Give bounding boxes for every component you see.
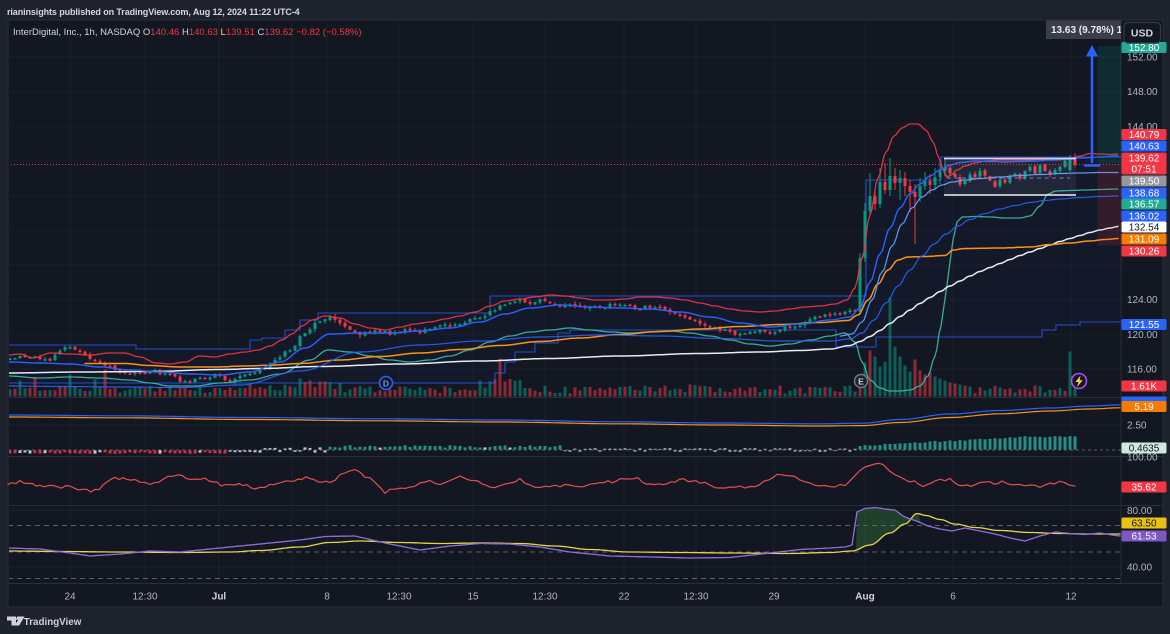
svg-text:148.00: 148.00 [1127, 87, 1158, 98]
svg-text:12:30: 12:30 [683, 592, 708, 603]
svg-text:130.26: 130.26 [1129, 247, 1160, 258]
svg-text:140.63: 140.63 [1129, 142, 1160, 153]
svg-text:12:30: 12:30 [532, 592, 557, 603]
svg-text:139.50: 139.50 [1129, 177, 1160, 188]
svg-text:131.09: 131.09 [1129, 235, 1160, 246]
svg-text:5.19: 5.19 [1134, 402, 1154, 413]
svg-text:07:51: 07:51 [1131, 165, 1156, 176]
svg-text:24: 24 [64, 592, 76, 603]
svg-text:22: 22 [618, 592, 630, 603]
svg-text:63.50: 63.50 [1131, 519, 1156, 530]
svg-text:100.00: 100.00 [1127, 453, 1158, 464]
svg-text:6: 6 [950, 592, 956, 603]
svg-text:124.00: 124.00 [1127, 295, 1158, 306]
svg-text:12: 12 [1065, 592, 1077, 603]
svg-text:E: E [858, 376, 864, 386]
svg-text:152.00: 152.00 [1127, 53, 1158, 64]
svg-text:rianinsights published on Trad: rianinsights published on TradingView.co… [7, 7, 300, 17]
svg-text:80.00: 80.00 [1127, 506, 1152, 517]
svg-text:0.4635: 0.4635 [1129, 444, 1160, 455]
svg-text:132.54: 132.54 [1129, 223, 1160, 234]
svg-text:15: 15 [467, 592, 479, 603]
svg-text:InterDigital, Inc., 1h, NASDAQ: InterDigital, Inc., 1h, NASDAQ O140.46 H… [13, 27, 362, 38]
svg-text:12:30: 12:30 [132, 592, 157, 603]
svg-text:136.02: 136.02 [1129, 212, 1160, 223]
svg-text:Aug: Aug [855, 592, 874, 603]
svg-text:121.55: 121.55 [1129, 320, 1160, 331]
svg-text:139.62: 139.62 [1129, 154, 1160, 165]
svg-text:Jul: Jul [212, 592, 227, 603]
svg-text:TradingView: TradingView [24, 617, 82, 628]
svg-text:29: 29 [768, 592, 780, 603]
svg-text:D: D [383, 378, 389, 388]
svg-text:USD: USD [1131, 28, 1154, 40]
svg-text:120.00: 120.00 [1127, 330, 1158, 341]
svg-text:35.62: 35.62 [1131, 483, 1156, 494]
svg-text:12:30: 12:30 [386, 592, 411, 603]
svg-text:136.57: 136.57 [1129, 200, 1160, 211]
svg-text:13.63 (9.78%) 1,36: 13.63 (9.78%) 1,36 [1051, 25, 1136, 36]
svg-text:140.79: 140.79 [1129, 130, 1160, 141]
svg-text:8: 8 [324, 592, 330, 603]
svg-text:61.53: 61.53 [1131, 532, 1156, 543]
svg-text:144.00: 144.00 [1127, 122, 1158, 133]
svg-text:116.00: 116.00 [1127, 365, 1157, 376]
svg-text:1.61K: 1.61K [1131, 382, 1157, 393]
svg-text:2.50: 2.50 [1127, 421, 1147, 432]
svg-text:138.68: 138.68 [1129, 189, 1160, 200]
svg-text:40.00: 40.00 [1127, 563, 1152, 574]
svg-text:152.80: 152.80 [1129, 43, 1160, 54]
